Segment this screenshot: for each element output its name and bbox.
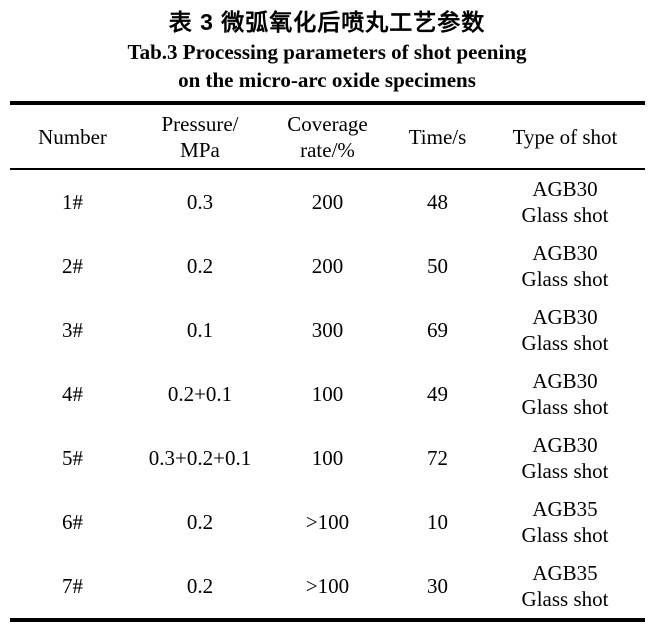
cell-pressure: 0.2 [186,510,214,534]
cell-number: 5# [62,446,83,470]
header-row: Number Pressure/ MPa Coverage rate/% Tim… [10,103,645,169]
table-row: 5# 0.3+0.2+0.1 100 72 AGB30 Glass shot [10,426,645,490]
cell-time: 30 [427,574,448,598]
cell-coverage: 100 [311,446,344,470]
header-coverage: Coverage rate/% [287,111,368,162]
cell-time: 49 [427,382,448,406]
shot-peening-parameters-table: Number Pressure/ MPa Coverage rate/% Tim… [10,101,645,622]
cell-pressure: 0.2 [186,254,214,278]
cell-shot: AGB30 Glass shot [521,305,609,355]
table-caption: 表 3 微弧氧化后喷丸工艺参数 Tab.3 Processing paramet… [0,0,654,94]
cell-time: 48 [427,190,448,214]
header-pressure: Pressure/ MPa [161,111,239,162]
table-row: 1# 0.3 200 48 AGB30 Glass shot [10,169,645,234]
cell-coverage: >100 [305,574,350,598]
cell-shot: AGB30 Glass shot [521,369,609,419]
table-caption-english-line1: Tab.3 Processing parameters of shot peen… [127,40,527,64]
cell-pressure: 0.1 [186,318,214,342]
table-body: 1# 0.3 200 48 AGB30 Glass shot 2# 0.2 20… [10,169,645,620]
cell-coverage: 200 [311,254,344,278]
cell-number: 7# [62,574,83,598]
table-row: 7# 0.2 >100 30 AGB35 Glass shot [10,554,645,620]
cell-time: 69 [427,318,448,342]
cell-time: 50 [427,254,448,278]
cell-pressure: 0.2+0.1 [167,382,233,406]
table-row: 3# 0.1 300 69 AGB30 Glass shot [10,298,645,362]
cell-number: 2# [62,254,83,278]
cell-number: 4# [62,382,83,406]
table-caption-chinese: 表 3 微弧氧化后喷丸工艺参数 [168,9,486,35]
cell-shot: AGB30 Glass shot [521,177,609,227]
cell-number: 1# [62,190,83,214]
cell-coverage: 300 [311,318,344,342]
cell-coverage: 100 [311,382,344,406]
cell-time: 10 [427,510,448,534]
cell-number: 6# [62,510,83,534]
cell-shot: AGB30 Glass shot [521,241,609,291]
header-shot: Type of shot [512,124,618,149]
cell-coverage: >100 [305,510,350,534]
cell-number: 3# [62,318,83,342]
cell-shot: AGB30 Glass shot [521,433,609,483]
cell-pressure: 0.2 [186,574,214,598]
table-row: 2# 0.2 200 50 AGB30 Glass shot [10,234,645,298]
cell-shot: AGB35 Glass shot [521,561,609,611]
table-row: 4# 0.2+0.1 100 49 AGB30 Glass shot [10,362,645,426]
cell-coverage: 200 [311,190,344,214]
table-caption-english-line2: on the micro-arc oxide specimens [178,68,476,92]
table-row: 6# 0.2 >100 10 AGB35 Glass shot [10,490,645,554]
cell-pressure: 0.3+0.2+0.1 [148,446,252,470]
header-time: Time/s [408,124,467,149]
cell-time: 72 [427,446,448,470]
header-number: Number [38,124,107,149]
table-header: Number Pressure/ MPa Coverage rate/% Tim… [10,103,645,169]
cell-shot: AGB35 Glass shot [521,497,609,547]
cell-pressure: 0.3 [186,190,214,214]
